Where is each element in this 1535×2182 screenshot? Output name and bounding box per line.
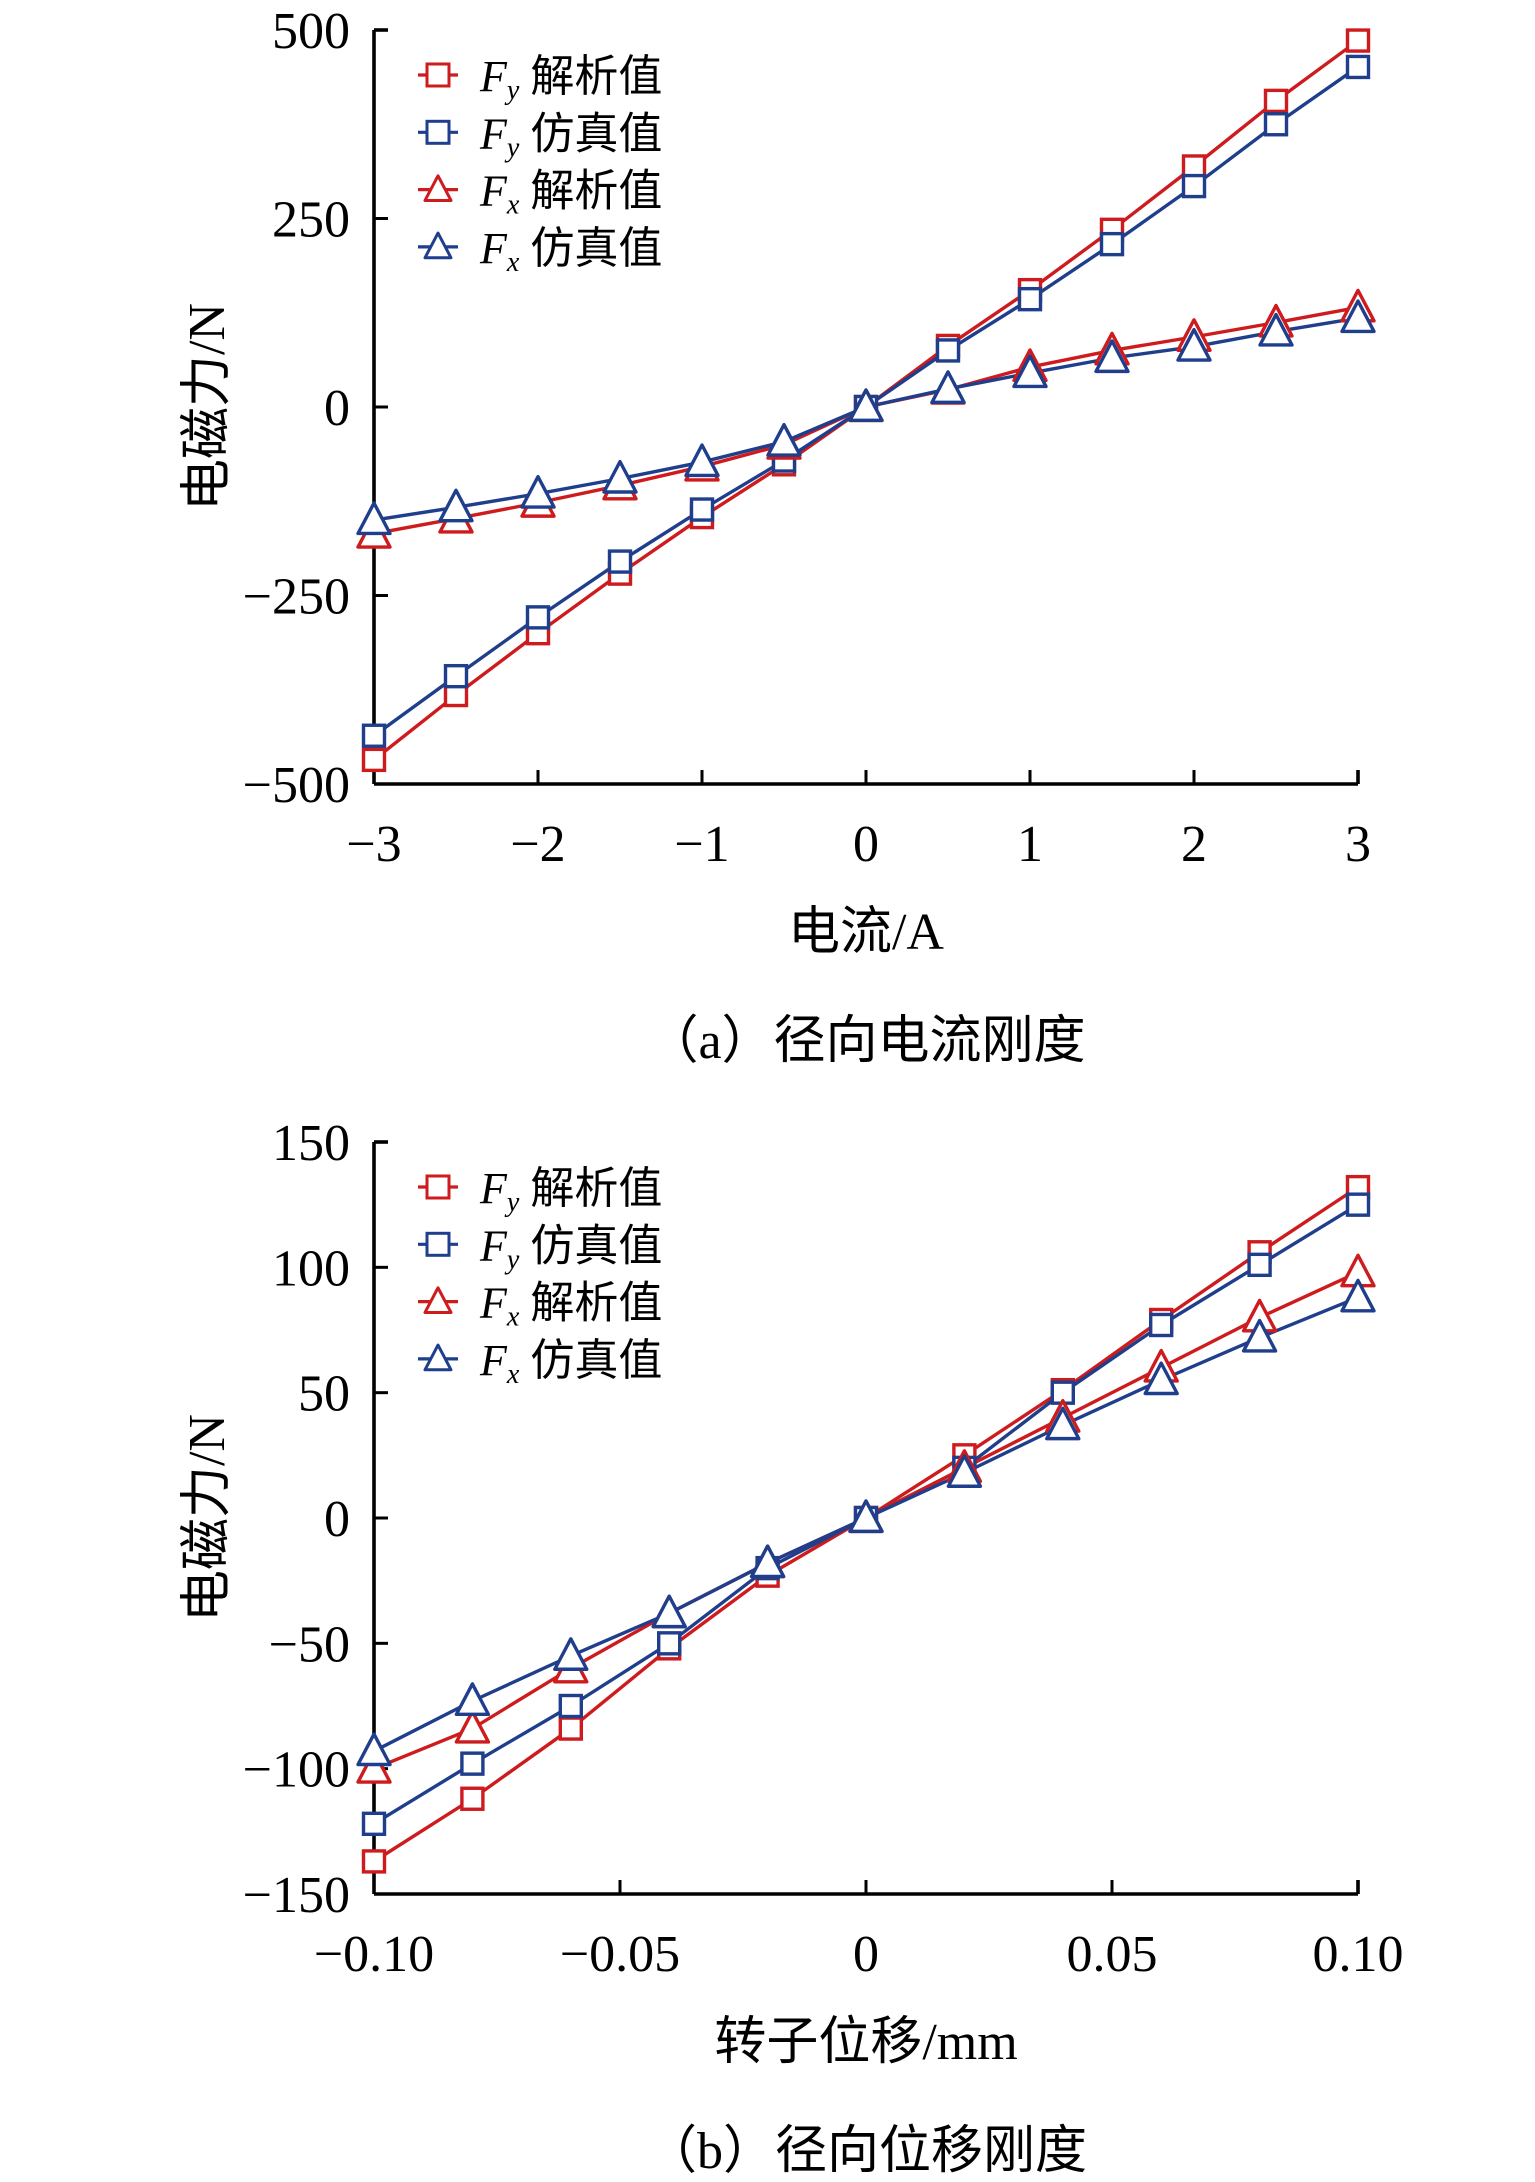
svg-text:250: 250 xyxy=(272,192,350,249)
svg-text:−100: −100 xyxy=(243,1742,350,1799)
svg-text:转子位移/mm: 转子位移/mm xyxy=(714,2014,1017,2071)
svg-text:电磁力/N: 电磁力/N xyxy=(179,1414,236,1622)
svg-text:0.05: 0.05 xyxy=(1067,1926,1158,1983)
svg-text:−150: −150 xyxy=(243,1867,350,1924)
svg-text:500: 500 xyxy=(272,3,350,60)
svg-text:（a）径向电流刚度: （a）径向电流刚度 xyxy=(646,1013,1085,1070)
svg-text:−2: −2 xyxy=(510,816,565,873)
svg-text:Fy 解析值: Fy 解析值 xyxy=(479,1164,662,1218)
svg-text:150: 150 xyxy=(272,1115,350,1172)
svg-text:0: 0 xyxy=(853,1926,879,1983)
svg-text:Fx 仿真值: Fx 仿真值 xyxy=(479,1336,662,1390)
svg-text:3: 3 xyxy=(1345,816,1371,873)
svg-text:0: 0 xyxy=(324,1491,350,1548)
svg-text:−3: −3 xyxy=(346,816,401,873)
svg-text:0.10: 0.10 xyxy=(1313,1926,1404,1983)
svg-text:Fx 解析值: Fx 解析值 xyxy=(479,167,662,221)
svg-text:−0.10: −0.10 xyxy=(314,1926,434,1983)
svg-text:0: 0 xyxy=(324,380,350,437)
svg-text:−1: −1 xyxy=(674,816,729,873)
svg-text:电磁力/N: 电磁力/N xyxy=(179,303,236,511)
svg-text:Fy 解析值: Fy 解析值 xyxy=(479,52,662,106)
svg-text:Fy 仿真值: Fy 仿真值 xyxy=(479,109,662,163)
svg-text:−250: −250 xyxy=(243,569,350,626)
svg-text:100: 100 xyxy=(272,1240,350,1297)
svg-text:−0.05: −0.05 xyxy=(560,1926,680,1983)
svg-text:−500: −500 xyxy=(243,757,350,814)
svg-text:1: 1 xyxy=(1017,816,1043,873)
svg-text:电流/A: 电流/A xyxy=(788,904,944,961)
svg-text:50: 50 xyxy=(298,1366,350,1423)
svg-text:Fy 仿真值: Fy 仿真值 xyxy=(479,1221,662,1275)
svg-text:Fx 仿真值: Fx 仿真值 xyxy=(479,224,662,278)
svg-text:Fx 解析值: Fx 解析值 xyxy=(479,1279,662,1333)
svg-text:−50: −50 xyxy=(269,1616,350,1673)
svg-text:0: 0 xyxy=(853,816,879,873)
svg-text:2: 2 xyxy=(1181,816,1207,873)
svg-text:（b）径向位移刚度: （b）径向位移刚度 xyxy=(645,2123,1087,2177)
